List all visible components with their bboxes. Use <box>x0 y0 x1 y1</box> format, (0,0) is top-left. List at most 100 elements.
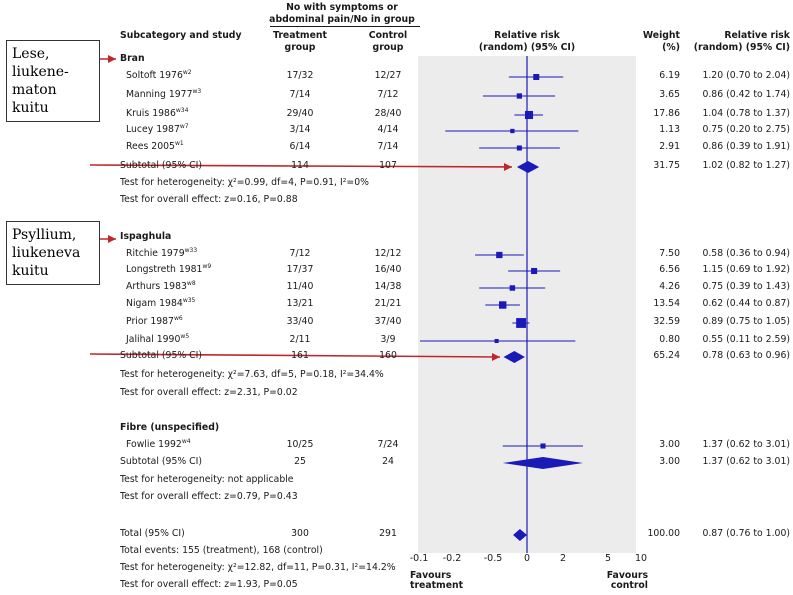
treatment-value: 11/40 <box>286 281 314 292</box>
subcategory-header: Subcategory and study <box>120 30 242 41</box>
rr-ci-value: 1.20 (0.70 to 2.04) <box>702 70 790 81</box>
control-value: 28/40 <box>374 108 402 119</box>
rr-ci-value: 0.75 (0.20 to 2.75) <box>702 124 790 135</box>
rr-header-bottom: (random) (95% CI) <box>478 42 576 53</box>
annotation-ispaghula: Psyllium, liukeneva kuitu <box>6 221 100 285</box>
axis-tick-label: 2 <box>559 553 567 564</box>
total-heterogeneity: Test for heterogeneity: χ²=12.82, df=11,… <box>120 562 396 573</box>
study-reference: w33 <box>184 246 198 254</box>
group-title: Ispaghula <box>120 231 172 242</box>
study-name-text: Jalihal 1990 <box>126 334 181 345</box>
control-value: 14/38 <box>374 281 402 292</box>
overall-effect-test: Test for overall effect: z=0.16, P=0.88 <box>120 194 298 205</box>
study-name-text: Rees 2005 <box>126 141 175 152</box>
study-reference: w3 <box>192 87 202 95</box>
study-reference: w4 <box>181 437 191 445</box>
subtotal-weight: 3.00 <box>659 456 680 467</box>
study-name: Lucey 1987w7 <box>126 123 189 135</box>
rr-ci-value: 1.37 (0.62 to 3.01) <box>702 439 790 450</box>
axis-tick-label: 0 <box>523 553 531 564</box>
axis-tick-label: -0.1 <box>409 553 429 564</box>
total-overall-effect: Test for overall effect: z=1.93, P=0.05 <box>120 579 298 590</box>
outcome-header-top: No with symptoms or <box>286 2 398 13</box>
control-value: 7/24 <box>377 439 399 450</box>
subtotal-rr-ci: 1.02 (0.82 to 1.27) <box>702 160 790 171</box>
study-name-text: Prior 1987 <box>126 316 174 327</box>
subtotal-diamond-2 <box>502 457 583 469</box>
treatment-value: 3/14 <box>289 124 311 135</box>
study-name: Rees 2005w1 <box>126 139 184 152</box>
subtotal-label: Subtotal (95% CI) <box>120 456 203 467</box>
axis-tick-label: -0.2 <box>442 553 462 564</box>
weight-value: 6.56 <box>659 264 680 275</box>
rrci-header-bottom: (random) (95% CI) <box>693 42 790 53</box>
rr-ci-value: 0.58 (0.36 to 0.94) <box>702 248 790 259</box>
study-name-text: Kruis 1986 <box>126 108 176 119</box>
heterogeneity-test: Test for heterogeneity: χ²=0.99, df=4, P… <box>120 177 369 188</box>
control-value: 7/12 <box>377 89 399 100</box>
study-name: Manning 1977w3 <box>126 87 202 100</box>
treatment-value: 17/37 <box>286 264 314 275</box>
group-title: Fibre (unspecified) <box>120 422 220 433</box>
study-name-text: Nigam 1984 <box>126 298 183 309</box>
weight-value: 6.19 <box>659 70 680 81</box>
treatment-value: 6/14 <box>289 141 311 152</box>
treatment-value: 7/12 <box>289 248 311 259</box>
study-name-text: Arthurs 1983 <box>126 281 187 292</box>
study-0-3-point <box>510 128 515 134</box>
heterogeneity-test: Test for heterogeneity: not applicable <box>120 474 294 485</box>
subtotal-treatment: 25 <box>294 456 306 467</box>
axis-label-favours-treatment: Favours treatment <box>410 570 464 591</box>
study-name: Longstreth 1981w9 <box>126 263 211 275</box>
rr-ci-value: 1.04 (0.78 to 1.37) <box>702 108 790 119</box>
rr-ci-value: 0.86 (0.42 to 1.74) <box>702 89 790 100</box>
rr-ci-value: 0.86 (0.39 to 1.91) <box>702 141 790 152</box>
overall-effect-test: Test for overall effect: z=0.79, P=0.43 <box>120 491 298 502</box>
study-1-4-point <box>516 318 527 328</box>
subtotal-diamond-0 <box>516 161 540 173</box>
study-name-text: Fowlie 1992 <box>126 439 182 450</box>
study-name-text: Soltoft 1976 <box>126 70 183 81</box>
subtotal-control: 107 <box>379 160 397 171</box>
control-value: 12/27 <box>374 70 402 81</box>
subtotal-treatment: 161 <box>291 350 309 361</box>
axis-tick-label: 5 <box>604 553 612 564</box>
subtotal-treatment: 114 <box>291 160 309 171</box>
treatment-value: 13/21 <box>286 298 314 309</box>
subtotal-control: 160 <box>379 350 397 361</box>
study-0-4-point <box>516 145 522 151</box>
weight-value: 7.50 <box>659 248 680 259</box>
weight-header-bottom: (%) <box>662 42 680 53</box>
bran-label-arrow-head <box>108 55 116 63</box>
weight-value: 2.91 <box>659 141 680 152</box>
study-name: Kruis 1986w34 <box>126 107 188 119</box>
rrci-header-top: Relative risk <box>724 30 790 41</box>
control-header-top: Control <box>368 30 408 41</box>
outcome-header-bottom: abdominal pain/No in group <box>269 14 415 25</box>
control-value: 37/40 <box>374 316 402 327</box>
study-name-text: Ritchie 1979 <box>126 248 185 259</box>
study-name: Ritchie 1979w33 <box>126 246 198 259</box>
axis-tick-label: -0.5 <box>483 553 503 564</box>
study-2-0-point <box>540 443 546 449</box>
study-name: Nigam 1984w35 <box>126 297 195 309</box>
bran-subtotal-arrow-line <box>89 164 513 168</box>
subtotal-control: 24 <box>382 456 394 467</box>
control-header-bottom: group <box>372 42 404 53</box>
group-title: Bran <box>120 53 145 64</box>
study-name: Jalihal 1990w5 <box>126 333 189 345</box>
total-control: 291 <box>379 528 397 539</box>
annotation-bran: Lese, liukene-maton kuitu <box>6 40 100 122</box>
treatment-value: 7/14 <box>289 89 311 100</box>
study-reference: w1 <box>174 139 184 147</box>
weight-value: 3.00 <box>659 439 680 450</box>
study-reference: w2 <box>182 68 192 76</box>
subtotal-weight: 65.24 <box>653 350 680 361</box>
control-value: 3/9 <box>380 334 396 345</box>
treatment-header-top: Treatment <box>273 30 327 41</box>
control-value: 7/14 <box>377 141 399 152</box>
weight-value: 3.65 <box>659 89 680 100</box>
axis-tick-label: 10 <box>634 553 648 564</box>
ispaghula-label-arrow-head <box>108 235 116 243</box>
subtotal-rr-ci: 1.37 (0.62 to 3.01) <box>702 456 790 467</box>
